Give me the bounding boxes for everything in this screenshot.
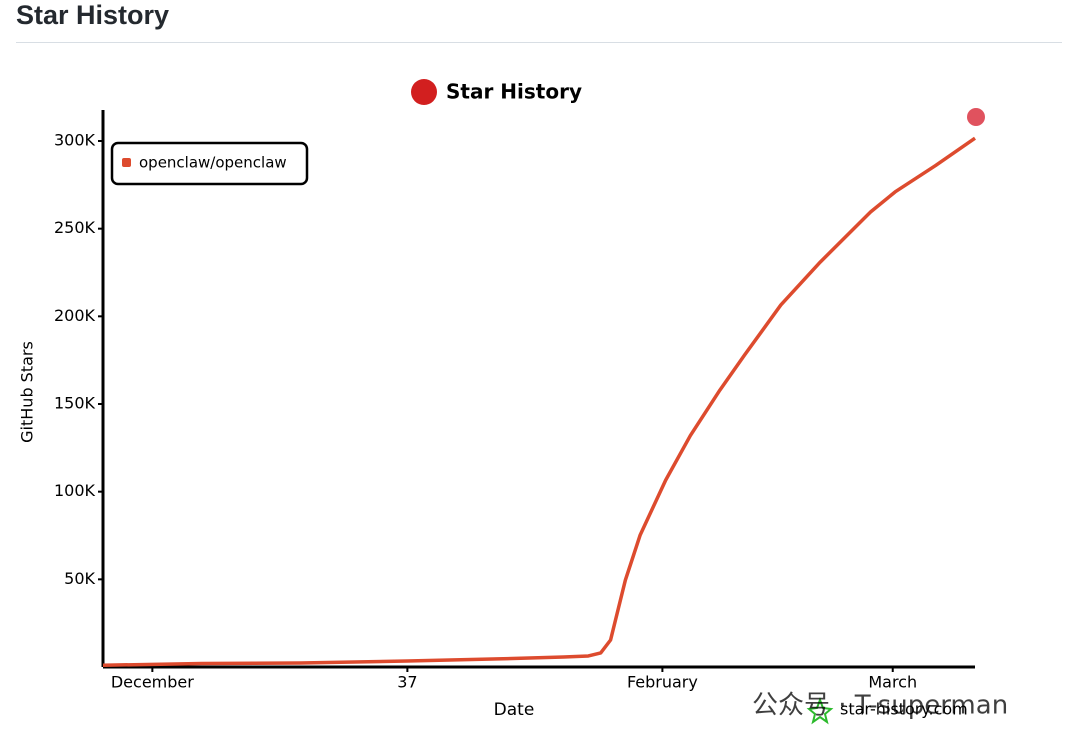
y-tick-label: 200K <box>54 306 96 325</box>
y-tick-label: 150K <box>54 394 96 413</box>
site-watermark: star-history.com <box>840 700 968 719</box>
divider <box>16 42 1062 43</box>
y-tick-label: 300K <box>54 131 96 150</box>
site-icon <box>806 697 834 725</box>
page-heading: Star History <box>16 0 170 30</box>
end-icon <box>967 108 985 126</box>
y-tick-label: 50K <box>64 569 95 588</box>
legend-label: openclaw/openclaw <box>139 154 287 172</box>
x-axis-label: Date <box>494 700 535 720</box>
x-tick-label: December <box>111 673 194 692</box>
y-tick-label: 250K <box>54 218 96 237</box>
overlay-watermark: 公众号 · T-superman <box>752 691 1008 721</box>
legend-swatch <box>122 158 131 167</box>
x-tick-label: March <box>868 673 917 692</box>
chart-title: Star History <box>446 80 582 104</box>
x-tick-label: 37 <box>397 673 417 692</box>
x-tick-label: February <box>627 673 698 692</box>
legend-box <box>110 141 309 186</box>
title-icon <box>411 79 437 105</box>
y-tick-label: 100K <box>54 481 96 500</box>
y-axis-label: GitHub Stars <box>18 341 37 443</box>
series-line <box>102 136 976 667</box>
